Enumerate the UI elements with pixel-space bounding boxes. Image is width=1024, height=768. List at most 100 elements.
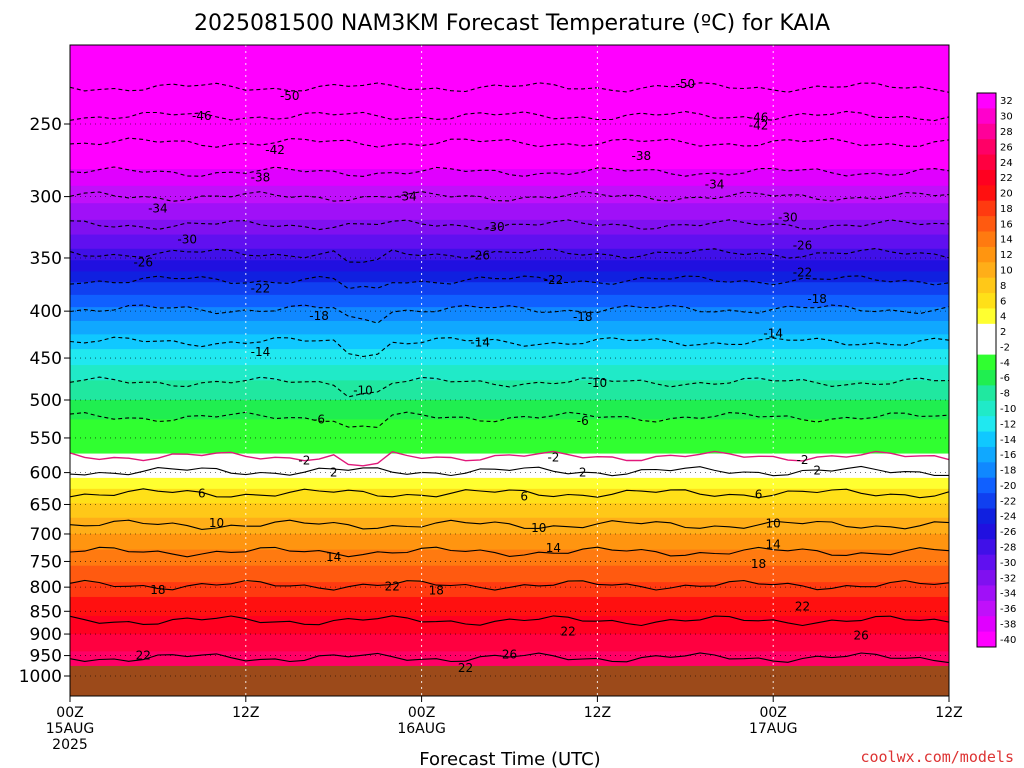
colorbar-swatch: [977, 600, 996, 617]
color-band: [70, 154, 949, 171]
contour-label: 26: [853, 628, 868, 642]
contour-label: -14: [470, 336, 490, 350]
colorbar-frame: [976, 92, 997, 648]
colorbar-label: -20: [1000, 481, 1016, 492]
contour-label: 2: [579, 466, 587, 480]
color-band: [70, 45, 949, 156]
contour-label: 10: [766, 517, 781, 531]
y-tick-label: 800: [30, 578, 62, 598]
colorbar-label: -22: [1000, 496, 1016, 507]
contour-label: -2: [547, 451, 559, 465]
color-band: [70, 380, 949, 401]
colorbar-swatch: [977, 370, 996, 386]
isotherm-line: [70, 579, 949, 591]
grid-lines: [70, 45, 949, 696]
colorbar-swatch: [977, 308, 996, 325]
contour-label: 22: [458, 661, 473, 675]
colorbar-label: -18: [1000, 466, 1016, 477]
colorbar-swatch: [977, 539, 996, 556]
colorbar-swatch: [977, 385, 996, 402]
color-band: [70, 271, 949, 284]
contour-label: 6: [755, 488, 763, 502]
colorbar-label: -40: [1000, 635, 1016, 646]
colorbar-swatch: [977, 416, 996, 433]
colorbar-label: 4: [1000, 312, 1006, 323]
color-band: [70, 596, 949, 617]
color-band: [70, 234, 949, 250]
y-tick-label: 850: [30, 602, 62, 622]
color-band: [70, 307, 949, 322]
x-tick-label: 17AUG: [749, 721, 798, 737]
isotherm-contours: [70, 82, 949, 664]
color-band: [70, 651, 949, 667]
x-tick-label: 12Z: [935, 705, 962, 721]
colorbar-label: 14: [1000, 235, 1013, 246]
colorbar-swatch: [977, 631, 996, 648]
colorbar-swatch: [977, 616, 996, 633]
colorbar-swatch: [977, 108, 996, 125]
colorbar-label: 18: [1000, 204, 1013, 215]
colorbar-swatch: [977, 185, 996, 202]
colorbar-swatch: [977, 585, 996, 602]
contour-label: -38: [632, 149, 652, 163]
contour-label: -30: [177, 232, 197, 246]
colorbar-label: 20: [1000, 189, 1013, 200]
contour-label: -10: [353, 383, 373, 397]
colorbar-label: 12: [1000, 250, 1013, 261]
colorbar-label: 26: [1000, 142, 1013, 153]
colorbar-label: 16: [1000, 219, 1013, 230]
isotherm-line: [70, 411, 949, 428]
isotherm-line: [70, 247, 949, 263]
colorbar-swatch: [977, 323, 996, 340]
colorbar-label: -8: [1000, 389, 1010, 400]
x-tick-label: 00Z: [408, 705, 435, 721]
colorbar-swatch: [977, 277, 996, 294]
colorbar-label: 10: [1000, 265, 1013, 276]
colorbar-swatch: [977, 493, 996, 509]
contour-label: -26: [133, 256, 153, 270]
x-tick-label: 15AUG: [46, 721, 95, 737]
contour-label: -42: [265, 143, 285, 157]
colorbar-label: -16: [1000, 450, 1016, 461]
y-tick-label: 550: [30, 429, 62, 449]
color-band: [70, 320, 949, 336]
y-tick-label: 350: [30, 249, 62, 269]
colorbar-label: 8: [1000, 281, 1006, 292]
colorbar-swatch: [977, 200, 996, 217]
contour-label: -14: [251, 345, 271, 359]
color-band: [70, 477, 949, 490]
isotherm-line: [70, 304, 949, 324]
colorbar-label: -28: [1000, 542, 1016, 553]
contour-label: 18: [150, 583, 165, 597]
colorbar-swatch: [977, 523, 996, 540]
color-band: [70, 294, 949, 309]
colorbar-label: -26: [1000, 527, 1016, 538]
color-band: [70, 334, 949, 351]
contour-label: -42: [749, 119, 769, 133]
credit-text[interactable]: coolwx.com/models: [860, 748, 1014, 766]
colorbar-swatch: [977, 293, 996, 309]
colorbar-label: -34: [1000, 589, 1016, 600]
colorbar-swatch: [977, 570, 996, 586]
ground-layer: [70, 665, 949, 696]
contour-label: -46: [192, 109, 212, 123]
y-tick-label: 700: [30, 525, 62, 545]
colorbar-swatch: [977, 431, 996, 448]
colorbar-swatch: [977, 123, 996, 140]
colorbar-swatch: [977, 508, 996, 525]
colorbar-label: 30: [1000, 112, 1013, 123]
colorbar-swatch: [977, 400, 996, 417]
color-band: [70, 203, 949, 221]
colorbar-label: 6: [1000, 296, 1006, 307]
contour-label: 26: [502, 648, 517, 662]
contour-label: -22: [544, 273, 564, 287]
colorbar-swatch: [977, 477, 996, 494]
isotherm-line: [70, 376, 949, 398]
colorbar-swatch: [977, 169, 996, 186]
colorbar-label: -30: [1000, 558, 1016, 569]
y-tick-label: 900: [30, 625, 62, 645]
colorbar-label: -38: [1000, 619, 1016, 630]
contour-label: 6: [198, 486, 206, 500]
contour-label: -30: [485, 220, 505, 234]
